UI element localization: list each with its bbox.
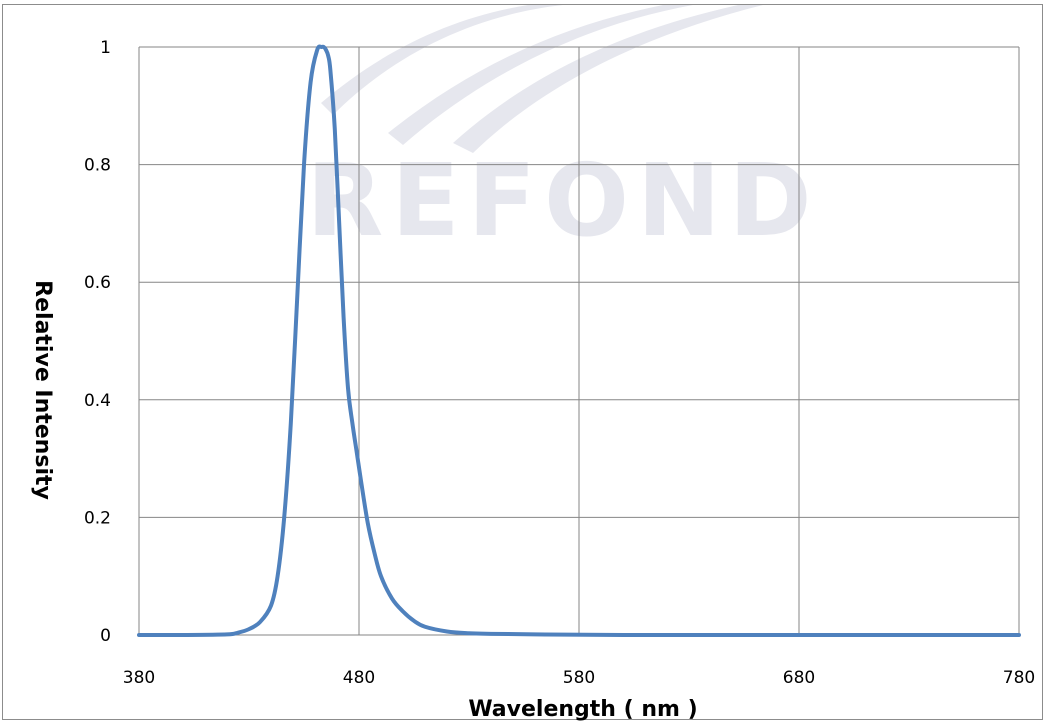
- y-tick-label: 0.2: [84, 508, 111, 528]
- plot-grid: [138, 46, 1020, 636]
- x-tick-label: 780: [1003, 668, 1035, 688]
- refond-watermark: REFOND: [306, 5, 819, 259]
- y-tick-label: 0.6: [84, 273, 111, 293]
- y-tick-label: 0.8: [84, 156, 111, 176]
- series-line: [137, 44, 1021, 638]
- y-tick-label: 0: [100, 626, 111, 646]
- watermark-swoosh: [453, 5, 763, 153]
- y-tick-labels: 0 0.2 0.4 0.6 0.8 1: [84, 38, 111, 646]
- x-tick-label: 580: [563, 668, 595, 688]
- chart-frame: REFOND 0 0.2 0.4 0.6 0.8 1 380 480 580 680 780 Wa…: [2, 4, 1043, 721]
- y-tick-label: 1: [100, 38, 111, 58]
- watermark-swoosh: [388, 5, 693, 145]
- y-tick-label: 0.4: [84, 391, 111, 411]
- x-tick-label: 380: [123, 668, 155, 688]
- x-tick-label: 480: [343, 668, 375, 688]
- watermark-text: REFOND: [306, 142, 819, 259]
- x-tick-label: 680: [783, 668, 815, 688]
- x-tick-labels: 380 480 580 680 780: [123, 668, 1035, 688]
- y-axis-title: Relative Intensity: [30, 280, 55, 500]
- x-axis-title: Wavelength ( nm ): [468, 697, 697, 721]
- spectrum-chart: REFOND 0 0.2 0.4 0.6 0.8 1 380 480 580 680 780 Wa…: [30, 5, 1035, 721]
